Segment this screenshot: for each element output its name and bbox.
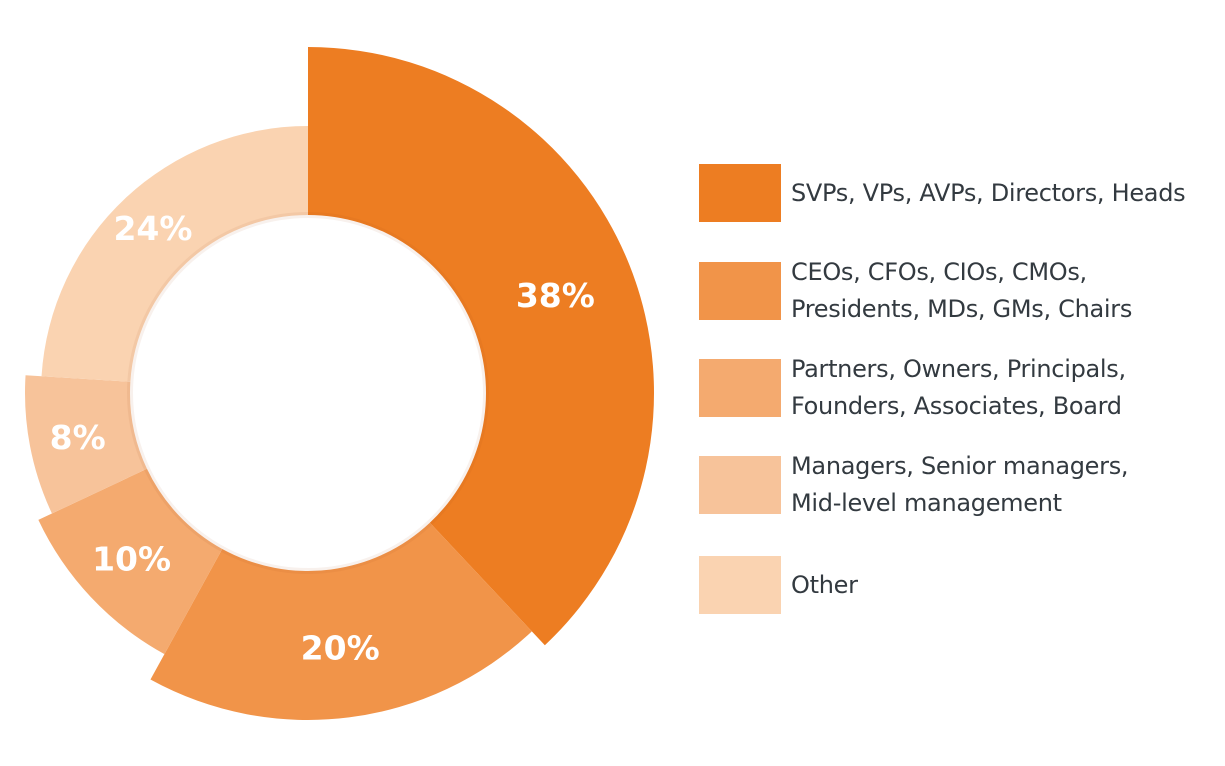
slice-0 — [308, 47, 654, 646]
legend-label: SVPs, VPs, AVPs, Directors, Heads — [791, 175, 1186, 212]
slice-3 — [24, 375, 147, 514]
legend-item: Other — [699, 556, 1219, 614]
legend-item: SVPs, VPs, AVPs, Directors, Heads — [699, 164, 1219, 222]
legend-label-line: Presidents, MDs, GMs, Chairs — [791, 295, 1133, 323]
legend-swatch — [699, 456, 781, 514]
slice-1 — [150, 522, 532, 721]
donut-chart: 38% 20% 10% 8% 24% — [24, 47, 654, 721]
data-label: 10% — [92, 540, 171, 579]
legend-swatch — [699, 262, 781, 320]
legend-label-line: SVPs, VPs, AVPs, Directors, Heads — [791, 178, 1186, 207]
legend-label-line: Other — [791, 570, 858, 599]
inner-hole-edge — [127, 212, 489, 574]
legend-label-line: Mid-level management — [791, 489, 1062, 517]
legend-item: Partners, Owners, Principals, Founders, A… — [699, 355, 1219, 420]
data-label: 38% — [516, 276, 595, 315]
data-label: 24% — [113, 209, 192, 248]
legend-label: Managers, Senior managers, Mid-level mana… — [791, 448, 1129, 522]
legend-swatch — [699, 556, 781, 614]
legend-swatch — [699, 164, 781, 222]
data-label: 8% — [50, 418, 106, 457]
legend-label-line: Managers, Senior managers, — [791, 452, 1129, 480]
legend-label: CEOs, CFOs, CIOs, CMOs, Presidents, MDs, … — [791, 254, 1132, 328]
legend-item: CEOs, CFOs, CIOs, CMOs, Presidents, MDs, … — [699, 258, 1219, 323]
legend-item: Managers, Senior managers, Mid-level mana… — [699, 452, 1219, 517]
legend-label: Other — [791, 567, 858, 604]
data-label: 20% — [301, 628, 380, 667]
legend-swatch — [699, 359, 781, 417]
legend-label-line: Partners, Owners, Principals, — [791, 355, 1126, 383]
slice-4 — [41, 126, 309, 382]
slice-2 — [38, 468, 223, 655]
legend-label-line: Founders, Associates, Board — [791, 392, 1122, 420]
legend-label: Partners, Owners, Principals, Founders, A… — [791, 351, 1126, 425]
legend-label-line: CEOs, CFOs, CIOs, CMOs, — [791, 258, 1087, 286]
